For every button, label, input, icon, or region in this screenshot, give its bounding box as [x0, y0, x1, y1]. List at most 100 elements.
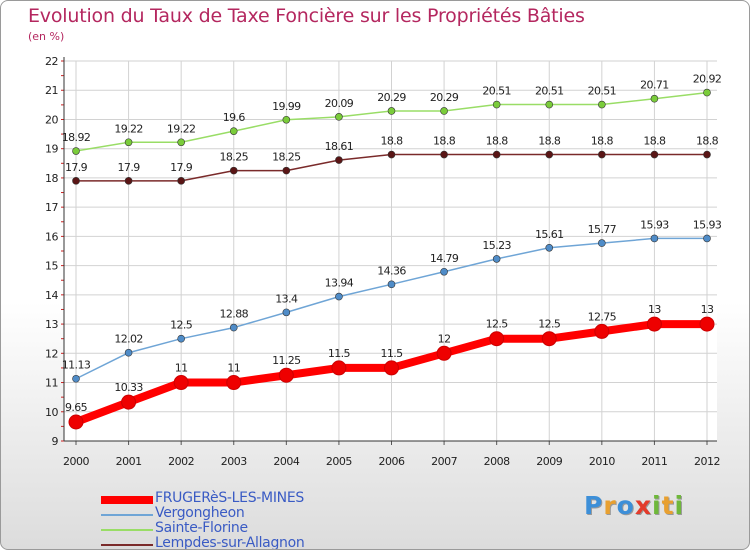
- logo-letter: o: [616, 491, 635, 520]
- legend-swatch: [101, 514, 153, 516]
- y-tick-label: 12: [45, 347, 58, 360]
- x-tick-label: 2011: [641, 455, 667, 468]
- data-label-sainte-florine: 19.99: [272, 100, 301, 113]
- y-tick-label: 13: [45, 318, 58, 331]
- legend-label: Vergongheon: [155, 505, 245, 521]
- x-tick-label: 2004: [273, 455, 299, 468]
- data-point-fruger-s-les-mines: [173, 375, 189, 391]
- data-point-fruger-s-les-mines: [541, 331, 557, 347]
- data-point-fruger-s-les-mines: [121, 394, 137, 410]
- data-point-lempdes-sur-allagnon: [703, 150, 711, 159]
- y-tick-label: 15: [45, 260, 58, 273]
- y-tick-label: 9: [52, 435, 59, 448]
- data-point-sainte-florine: [177, 138, 185, 147]
- x-tick-label: 2008: [484, 455, 510, 468]
- data-point-fruger-s-les-mines: [226, 375, 242, 391]
- y-tick-label: 20: [45, 113, 58, 126]
- x-tick-label: 2000: [63, 455, 89, 468]
- data-label-fruger-s-les-mines: 9.65: [65, 401, 88, 414]
- data-point-fruger-s-les-mines: [699, 316, 715, 332]
- data-point-fruger-s-les-mines: [436, 345, 452, 361]
- data-label-fruger-s-les-mines: 11: [227, 362, 240, 375]
- data-label-lempdes-sur-allagnon: 18.8: [643, 135, 666, 148]
- data-point-lempdes-sur-allagnon: [492, 150, 501, 159]
- data-label-vergongheon: 13.4: [275, 292, 298, 305]
- data-label-vergongheon: 13.94: [325, 277, 354, 290]
- data-label-lempdes-sur-allagnon: 18.8: [433, 135, 456, 148]
- data-label-fruger-s-les-mines: 12: [438, 332, 451, 345]
- data-point-lempdes-sur-allagnon: [440, 150, 448, 159]
- proxiti-logo: Proxiti: [584, 491, 684, 520]
- x-tick-label: 2006: [379, 455, 405, 468]
- data-point-sainte-florine: [72, 147, 80, 155]
- data-label-fruger-s-les-mines: 12.5: [486, 318, 509, 331]
- data-point-vergongheon: [124, 348, 133, 357]
- data-point-sainte-florine: [650, 94, 659, 103]
- data-point-fruger-s-les-mines: [646, 316, 662, 332]
- data-point-vergongheon: [703, 234, 711, 243]
- data-label-fruger-s-les-mines: 11.5: [328, 347, 351, 360]
- data-label-lempdes-sur-allagnon: 18.8: [538, 135, 561, 148]
- data-label-vergongheon: 15.23: [482, 239, 511, 252]
- data-label-sainte-florine: 19.6: [223, 111, 246, 124]
- logo-letter: t: [661, 491, 675, 520]
- data-label-vergongheon: 12.88: [220, 308, 249, 321]
- legend-label: Lempdes-sur-Allagnon: [155, 535, 305, 550]
- data-label-vergongheon: 14.79: [430, 252, 459, 265]
- data-label-sainte-florine: 20.51: [535, 85, 564, 98]
- data-point-sainte-florine: [282, 115, 291, 124]
- data-label-fruger-s-les-mines: 11.5: [380, 347, 403, 360]
- data-label-vergongheon: 14.36: [377, 264, 406, 277]
- data-label-vergongheon: 15.61: [535, 228, 564, 241]
- data-point-sainte-florine: [598, 100, 606, 109]
- data-point-fruger-s-les-mines: [68, 414, 84, 430]
- x-tick-label: 2005: [326, 455, 352, 468]
- data-label-vergongheon: 15.77: [588, 223, 617, 236]
- data-point-vergongheon: [229, 323, 238, 332]
- data-label-fruger-s-les-mines: 11: [175, 362, 188, 375]
- legend-label: FRUGERèS-LES-MINES: [155, 490, 304, 506]
- y-tick-label: 18: [45, 172, 58, 185]
- data-point-sainte-florine: [124, 138, 133, 147]
- data-label-fruger-s-les-mines: 13: [648, 303, 661, 316]
- data-point-lempdes-sur-allagnon: [387, 150, 396, 159]
- data-label-sainte-florine: 20.51: [588, 85, 617, 98]
- data-label-sainte-florine: 20.29: [377, 91, 406, 104]
- legend-swatch: [101, 496, 153, 504]
- data-point-lempdes-sur-allagnon: [229, 166, 238, 175]
- chart-title: Evolution du Taux de Taxe Foncière sur l…: [28, 5, 585, 27]
- data-point-lempdes-sur-allagnon: [124, 177, 133, 185]
- data-point-vergongheon: [440, 267, 448, 276]
- data-point-lempdes-sur-allagnon: [650, 150, 659, 159]
- x-tick-label: 2001: [116, 455, 142, 468]
- data-point-sainte-florine: [387, 107, 396, 115]
- x-tick-label: 2009: [536, 455, 562, 468]
- data-label-lempdes-sur-allagnon: 18.8: [696, 135, 719, 148]
- data-label-vergongheon: 12.02: [114, 333, 143, 346]
- data-point-sainte-florine: [229, 127, 238, 135]
- data-point-sainte-florine: [703, 88, 711, 97]
- data-point-lempdes-sur-allagnon: [545, 150, 554, 159]
- x-tick-label: 2003: [221, 455, 247, 468]
- data-point-fruger-s-les-mines: [594, 323, 610, 339]
- data-point-vergongheon: [387, 280, 396, 289]
- data-point-vergongheon: [492, 255, 501, 263]
- data-label-fruger-s-les-mines: 10.33: [114, 381, 143, 394]
- x-tick-label: 2007: [431, 455, 457, 468]
- data-label-lempdes-sur-allagnon: 18.8: [486, 135, 509, 148]
- data-label-sainte-florine: 19.22: [167, 122, 196, 135]
- data-label-sainte-florine: 19.22: [114, 122, 143, 135]
- data-label-lempdes-sur-allagnon: 18.25: [220, 151, 249, 164]
- y-tick-label: 14: [45, 289, 58, 302]
- data-point-fruger-s-les-mines: [384, 360, 399, 376]
- y-tick-label: 22: [45, 55, 58, 68]
- data-label-fruger-s-les-mines: 13: [701, 303, 714, 316]
- x-tick-label: 2002: [168, 455, 194, 468]
- data-label-sainte-florine: 20.09: [325, 97, 354, 110]
- y-tick-label: 16: [45, 230, 58, 243]
- y-tick-label: 11: [45, 377, 58, 390]
- data-label-lempdes-sur-allagnon: 18.25: [272, 151, 301, 164]
- data-label-vergongheon: 15.93: [693, 218, 722, 231]
